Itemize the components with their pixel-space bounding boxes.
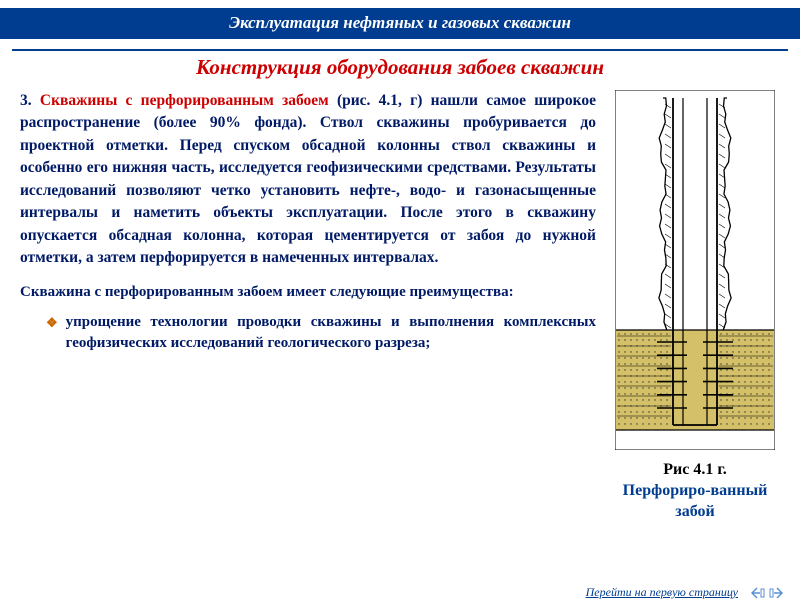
para-number: 3. bbox=[20, 92, 32, 109]
nav-arrows bbox=[750, 586, 784, 600]
figure-caption: Рис 4.1 г. Перфориро-ванный забой bbox=[610, 460, 780, 522]
header-bar: Эксплуатация нефтяных и газовых скважин bbox=[0, 8, 800, 39]
advantage-text: упрощение технологии проводки скважины и… bbox=[66, 312, 596, 356]
text-column: 3. Скважины с перфорированным забоем (ри… bbox=[20, 90, 596, 522]
para-title-red: Скважины с перфорированным забоем bbox=[40, 92, 329, 109]
advantages-heading: Скважина с перфорированным забоем имеет … bbox=[20, 282, 596, 304]
advantage-item: ❖ упрощение технологии проводки скважины… bbox=[20, 312, 596, 356]
footer: Перейти на первую страницу bbox=[586, 585, 784, 600]
main-paragraph: 3. Скважины с перфорированным забоем (ри… bbox=[20, 90, 596, 270]
diamond-bullet-icon: ❖ bbox=[46, 314, 58, 333]
caption-label: Рис 4.1 г. bbox=[663, 461, 727, 478]
well-diagram bbox=[615, 90, 775, 450]
page-subtitle: Конструкция оборудования забоев скважин bbox=[0, 55, 800, 80]
figure-column: Рис 4.1 г. Перфориро-ванный забой bbox=[610, 90, 780, 522]
caption-name: Перфориро-ванный забой bbox=[623, 482, 768, 520]
first-page-link[interactable]: Перейти на первую страницу bbox=[586, 585, 738, 600]
content-row: 3. Скважины с перфорированным забоем (ри… bbox=[0, 90, 800, 522]
divider-line bbox=[12, 49, 788, 51]
prev-arrow-icon[interactable] bbox=[750, 586, 766, 600]
para-body: (рис. 4.1, г) нашли самое широкое распро… bbox=[20, 92, 596, 266]
next-arrow-icon[interactable] bbox=[768, 586, 784, 600]
